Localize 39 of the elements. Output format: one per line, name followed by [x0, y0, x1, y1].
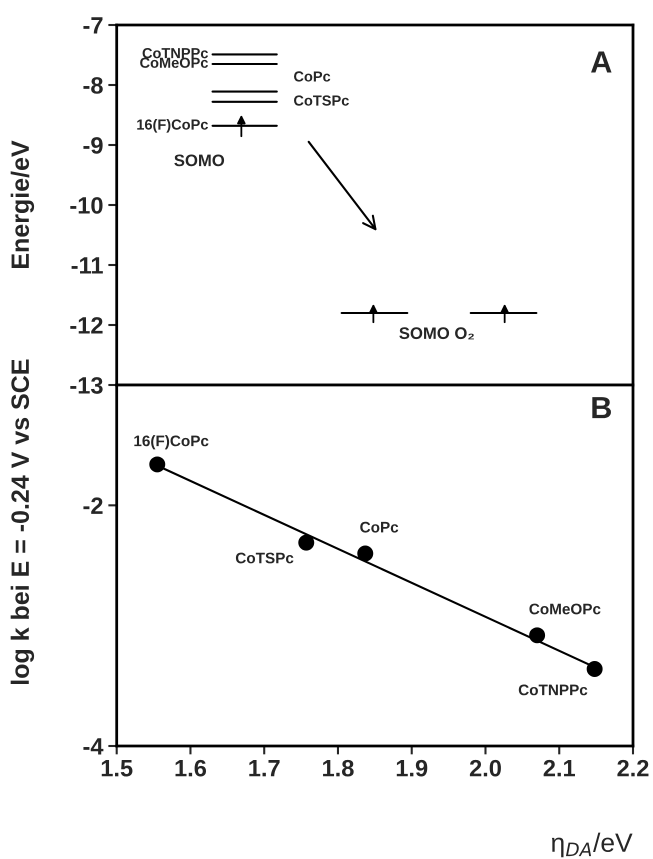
annotation: CoTNPPc	[518, 684, 588, 696]
y-tick-label: -2	[83, 497, 103, 514]
annotation: CoTSPc	[236, 552, 294, 564]
series-label: CoTNPPc	[142, 48, 208, 58]
y-tick-label: -9	[83, 137, 103, 154]
x-tick-label: 2.0	[470, 760, 501, 777]
series-label: CoTSPc	[294, 95, 349, 106]
y-tick-label: -12	[70, 317, 103, 334]
point	[529, 627, 546, 644]
y-tick-label: -10	[70, 197, 103, 214]
point	[298, 534, 314, 551]
y-tick-label: -4	[83, 738, 104, 755]
y-tick-label: -7	[83, 17, 102, 34]
annotation: B	[592, 397, 611, 418]
y-axis-title: log k bei E = -0.24 V vs SCE	[10, 360, 34, 684]
series-label: CoMeOPc	[140, 58, 208, 68]
series-label: CoPc	[294, 71, 330, 82]
annotation: CoMeOPc	[529, 604, 601, 614]
y-tick-label: -11	[72, 257, 103, 274]
x-tick-label: 1.6	[176, 760, 206, 777]
point	[149, 456, 166, 472]
point	[586, 661, 603, 677]
y-tick-label: -13	[70, 377, 103, 394]
annotation: 16(F)CoPc	[134, 435, 208, 450]
x-axis-title: η$_{DA}$/eV	[552, 832, 633, 858]
x-tick-label: 1.7	[249, 760, 280, 776]
annotation: A	[591, 51, 612, 72]
point	[357, 545, 374, 562]
y-tick-label: -8	[83, 77, 103, 94]
x-tick-label: 1.9	[396, 760, 428, 777]
x-tick-label: 1.8	[323, 760, 354, 777]
annotation: SOMO O₂	[399, 327, 474, 340]
y-axis-title: Energie/eV	[10, 140, 34, 268]
x-tick-label: 1.5	[102, 760, 132, 777]
x-tick-label: 2.2	[617, 760, 648, 776]
x-tick-label: 2.1	[544, 760, 575, 776]
annotation: CoPc	[360, 522, 398, 533]
legend-label: 16(F)CoPc	[137, 119, 208, 133]
annotation: SOMO	[174, 154, 224, 166]
